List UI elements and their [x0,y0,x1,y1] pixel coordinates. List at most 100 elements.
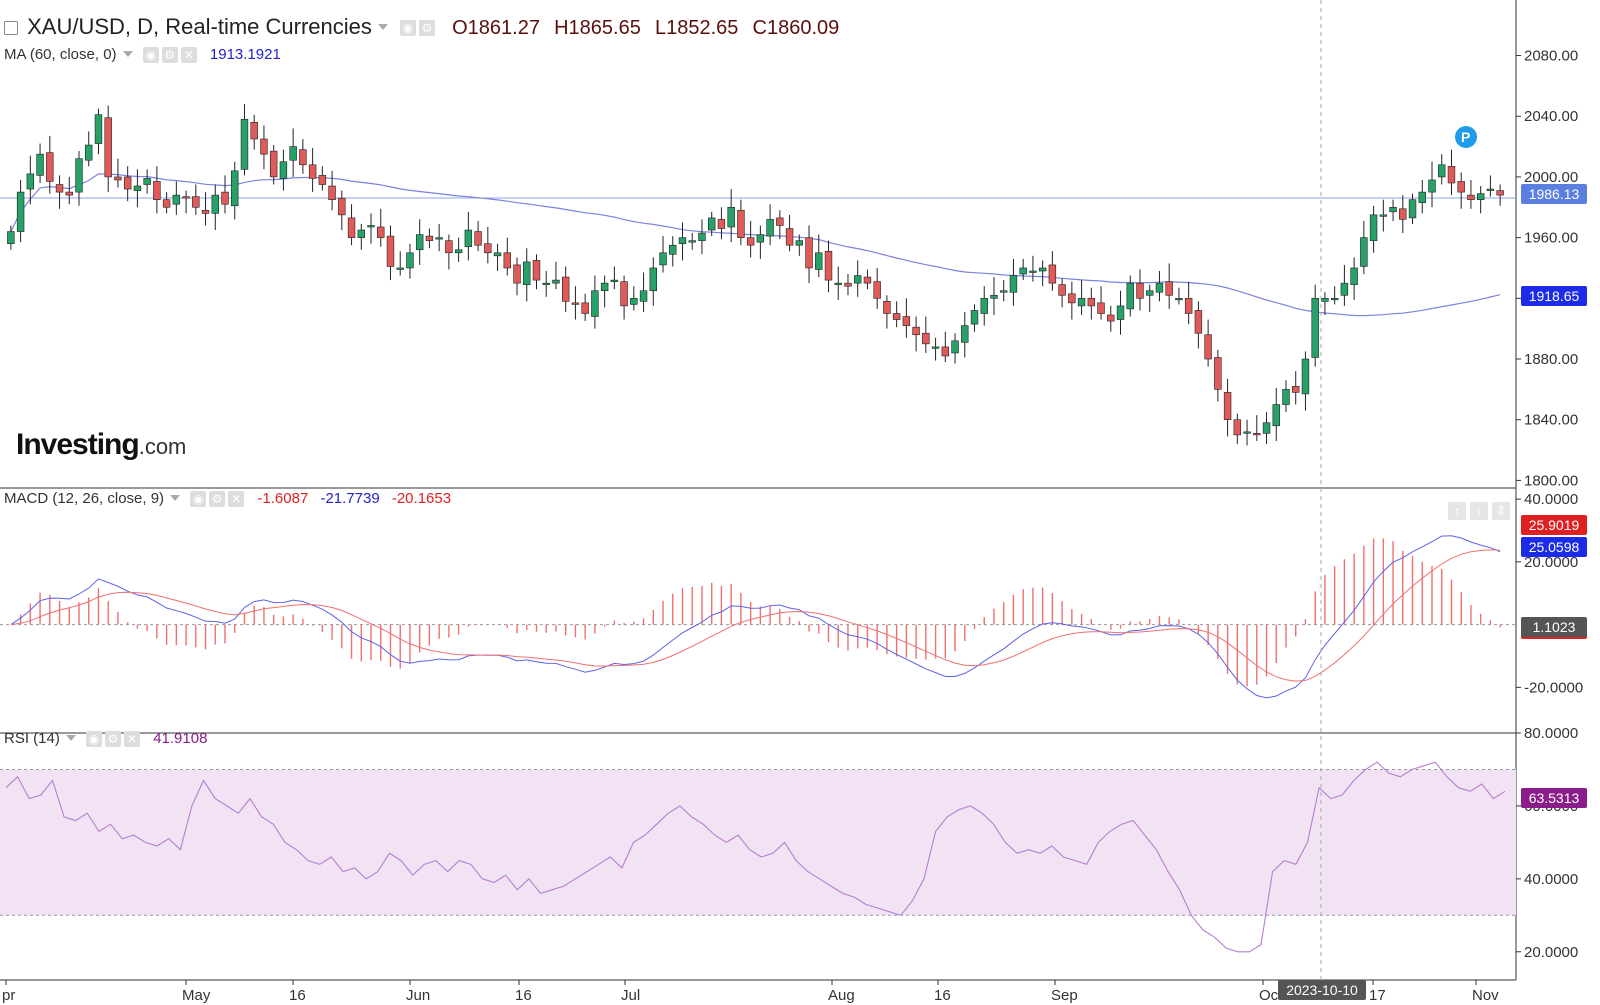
price-tick-label: 1880.00 [1524,351,1578,368]
ma-label: MA (60, close, 0) [4,46,117,63]
candle-body [1116,305,1125,320]
candle-body [1243,431,1251,434]
close-icon[interactable]: ✕ [180,47,197,64]
candle-body [1369,214,1378,241]
candle-body [1428,179,1436,193]
candle-body [600,282,609,292]
candle-body [123,176,132,190]
time-tick-label: pr [2,987,15,1004]
time-tick-label: Jul [621,987,640,1004]
maximize-icon[interactable]: ⇕ [1492,502,1510,520]
chevron-down-icon[interactable] [122,51,133,58]
candle-body [1389,206,1397,213]
ohlc-open: O1861.27 [452,17,540,39]
candle-body [844,282,852,287]
time-tick-label: 16 [515,987,532,1004]
candle-body [1301,358,1310,395]
ma-last-tag: 1918.65 [1521,286,1587,306]
chevron-down-icon[interactable] [377,24,388,31]
candle-body [221,191,229,205]
candle-body [1029,270,1037,273]
candle-body [484,243,492,254]
candle-body [523,261,531,285]
candle-body [1204,334,1212,360]
macd-label: MACD (12, 26, close, 9) [4,490,165,507]
candle-body [1165,281,1173,296]
candle-body [143,178,151,185]
candle-body [776,217,784,226]
candle-body [630,298,638,305]
close-icon[interactable]: ✕ [228,491,245,508]
candle-body [727,206,735,228]
candle-body [581,302,589,314]
candle-body [1107,314,1115,322]
candle-body [863,276,872,284]
rsi-legend: RSI (14) ◉ ⚙ ✕ 41.9108 [4,730,207,748]
candle-body [873,281,881,299]
candle-body [892,313,901,320]
candle-body [153,181,161,200]
eye-icon[interactable]: ◉ [190,491,207,508]
collapse-icon[interactable] [4,21,18,36]
pivot-marker-icon [1455,126,1477,148]
logo-domain: .com [138,434,187,459]
candle-body [1457,181,1465,193]
ohlc-low: L1852.65 [654,17,739,39]
candle-body [610,279,619,282]
rsi-tick-label: 80.0000 [1524,725,1578,742]
arrow-down-icon[interactable]: ↓ [1470,502,1488,520]
candle-body [1194,310,1203,334]
candle-body [1408,199,1417,219]
candle-body [756,234,765,243]
candle-body [561,276,570,302]
candle-body [1292,386,1300,393]
candle-body [211,194,219,214]
candle-body [970,310,979,325]
candle-body [1496,190,1504,196]
chevron-down-icon[interactable] [65,735,76,742]
gear-icon[interactable]: ⚙ [105,731,122,748]
candle-body [1467,194,1475,200]
rsi-line [5,761,1506,953]
candle-body [1350,267,1358,285]
candle-body [620,281,628,307]
time-tick-label: Sep [1051,987,1078,1004]
candle-body [16,191,25,232]
candle-body [503,252,511,269]
gear-icon[interactable]: ⚙ [419,20,435,37]
candle-body [1282,389,1290,405]
candle-body [1126,282,1134,310]
candle-body [192,196,200,208]
ma-value: 1913.1921 [209,46,281,63]
eye-icon[interactable]: ◉ [400,20,416,37]
candle-body [746,237,755,246]
candle-body [250,121,258,140]
candle-body [649,267,658,292]
candle-body [55,184,64,193]
candle-body [1340,282,1349,296]
ohlc-high: H1865.65 [554,17,641,39]
chevron-down-icon[interactable] [170,495,181,502]
arrow-up-icon[interactable]: ↑ [1448,502,1466,520]
candle-body [1486,188,1495,191]
candle-body [1146,290,1154,296]
candle-body [85,144,93,161]
candle-body [162,199,171,208]
candle-body [474,231,482,246]
close-icon[interactable]: ✕ [124,731,141,748]
candle-body [1184,298,1193,314]
gear-icon[interactable]: ⚙ [161,47,178,64]
ohlc-close: C1860.09 [752,17,840,39]
logo-brand: Investing [16,428,140,461]
candle-body [669,244,677,255]
eye-icon[interactable]: ◉ [142,47,159,64]
eye-icon[interactable]: ◉ [86,731,103,748]
candle-body [260,138,268,155]
candle-body [659,252,667,266]
candle-body [542,282,550,285]
time-tick-label: Oct [1259,987,1283,1004]
candle-body [795,240,804,246]
candle-body [678,237,687,244]
time-tick-label: Aug [828,987,855,1004]
gear-icon[interactable]: ⚙ [209,491,226,508]
